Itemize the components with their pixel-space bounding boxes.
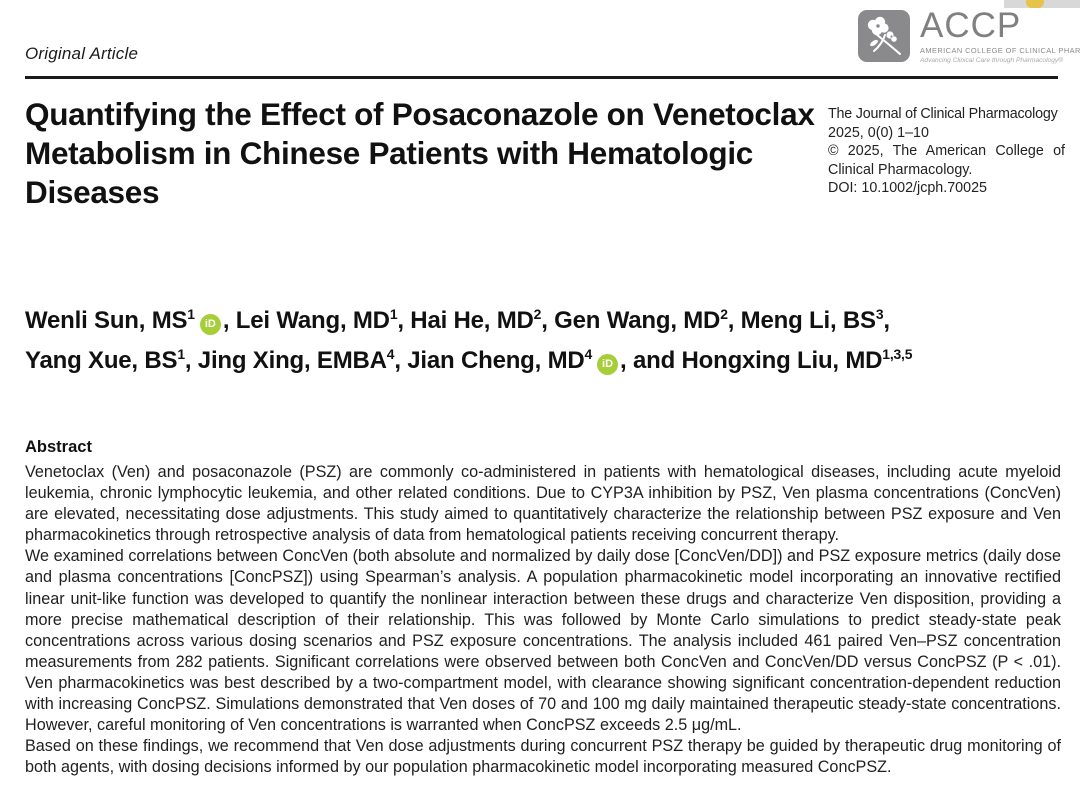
journal-info: The Journal of Clinical Pharmacology 202… [828, 105, 1065, 198]
affiliation-superscript: 1,3,5 [882, 346, 913, 362]
affiliation-superscript: 1 [187, 306, 195, 322]
header-divider [25, 76, 1058, 79]
author-list: Wenli Sun, MS1iD, Lei Wang, MD1, Hai He,… [25, 301, 1065, 381]
accp-org-name: American College of Clinical Pharmacolog… [920, 46, 1080, 55]
abstract-paragraph: Based on these findings, we recommend th… [25, 737, 1061, 777]
capture-edge-icon [1026, 0, 1044, 8]
accp-flower-icon [858, 10, 910, 62]
journal-issue: 2025, 0(0) 1–10 [828, 124, 929, 141]
accp-logo: ACCP American College of Clinical Pharma… [858, 6, 1080, 70]
abstract-heading: Abstract [25, 438, 92, 456]
affiliation-superscript: 2 [720, 306, 728, 322]
affiliation-superscript: 1 [177, 346, 185, 362]
author-line: Yang Xue, BS1, Jing Xing, EMBA4, Jian Ch… [25, 346, 913, 375]
author-line: Wenli Sun, MS1iD, Lei Wang, MD1, Hai He,… [25, 306, 890, 335]
affiliation-superscript: 1 [389, 306, 398, 322]
abstract-paragraph: Venetoclax (Ven) and posaconazole (PSZ) … [25, 463, 1061, 545]
orcid-icon: iD [199, 314, 221, 335]
accp-tagline: Advancing Clinical Care through Pharmaco… [920, 57, 1064, 64]
affiliation-superscript: 2 [533, 306, 542, 322]
journal-doi: DOI: 10.1002/jcph.70025 [828, 180, 987, 197]
journal-name: The Journal of Clinical Pharmacology [828, 106, 1058, 122]
article-type-label: Original Article [25, 44, 139, 63]
affiliation-superscript: 4 [386, 346, 395, 362]
affiliation-superscript: 3 [875, 306, 884, 322]
accp-logo-text: ACCP American College of Clinical Pharma… [920, 6, 1080, 65]
journal-copyright: © 2025, The American College of Clinical… [828, 143, 1065, 178]
abstract-body: Venetoclax (Ven) and posaconazole (PSZ) … [25, 462, 1061, 778]
abstract-paragraph: We examined correlations between ConcVen… [25, 547, 1061, 735]
article-title: Quantifying the Effect of Posaconazole o… [25, 96, 815, 210]
accp-acronym: ACCP [920, 6, 1022, 45]
affiliation-superscript: 4 [584, 346, 593, 362]
orcid-icon: iD [597, 354, 619, 375]
